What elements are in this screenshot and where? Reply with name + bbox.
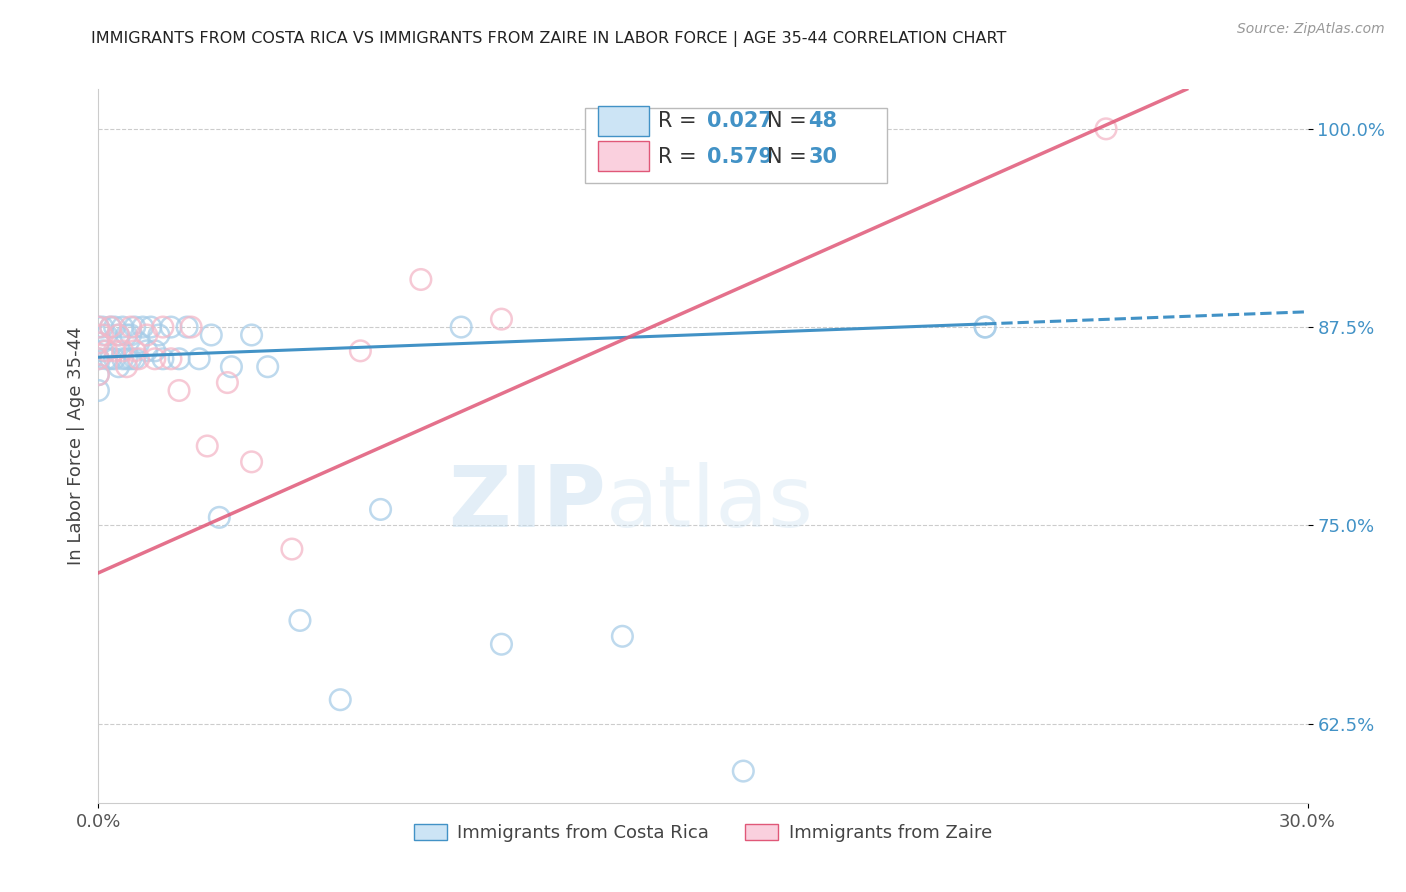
Point (217, 376, 239, 390)
Point (107, 328, 129, 343)
Legend: Immigrants from Costa Rica, Immigrants from Zaire: Immigrants from Costa Rica, Immigrants f… (405, 814, 1001, 851)
Point (120, 328, 142, 343)
Point (96, 343, 118, 358)
Text: N =: N = (768, 112, 814, 131)
Point (135, 343, 157, 358)
Text: 30: 30 (808, 147, 837, 167)
Text: atlas: atlas (606, 461, 814, 545)
Point (120, 320, 142, 334)
Point (240, 455, 263, 469)
Point (160, 320, 183, 334)
Point (1095, 121, 1118, 136)
Point (612, 629, 634, 643)
Point (124, 343, 146, 358)
FancyBboxPatch shape (598, 141, 648, 171)
Point (152, 351, 174, 366)
Point (188, 351, 211, 366)
Point (111, 320, 134, 334)
Text: 0.027: 0.027 (707, 112, 772, 131)
FancyBboxPatch shape (585, 109, 887, 184)
Point (87, 368, 110, 382)
Point (974, 320, 997, 334)
Point (115, 328, 138, 343)
Point (107, 359, 129, 374)
Point (103, 351, 125, 366)
Point (103, 320, 125, 334)
Point (100, 320, 122, 334)
Point (195, 439, 218, 453)
Point (288, 614, 311, 628)
Point (87, 335, 110, 350)
Point (124, 351, 146, 366)
Text: ZIP: ZIP (449, 461, 606, 545)
Point (491, 312, 513, 326)
Text: N =: N = (768, 147, 814, 167)
Point (200, 328, 222, 343)
Point (160, 351, 183, 366)
Point (281, 542, 304, 557)
Point (208, 510, 231, 524)
Point (176, 320, 198, 334)
Point (240, 328, 263, 343)
Point (167, 351, 190, 366)
Point (143, 343, 166, 358)
Text: Source: ZipAtlas.com: Source: ZipAtlas.com (1237, 22, 1385, 37)
Point (450, 320, 472, 334)
Point (87, 335, 110, 350)
Point (128, 351, 150, 366)
Point (152, 320, 174, 334)
Point (103, 343, 125, 358)
Point (221, 359, 243, 374)
Point (115, 359, 138, 374)
Point (132, 320, 155, 334)
Point (329, 692, 352, 706)
Point (91, 343, 114, 358)
Point (370, 502, 392, 516)
Point (128, 335, 150, 350)
Point (91, 320, 114, 334)
Point (135, 328, 157, 343)
Text: 0.579: 0.579 (707, 147, 773, 167)
Point (115, 351, 138, 366)
Point (143, 351, 166, 366)
Point (111, 343, 134, 358)
Point (409, 272, 432, 286)
Point (87, 368, 110, 382)
Text: IMMIGRANTS FROM COSTA RICA VS IMMIGRANTS FROM ZAIRE IN LABOR FORCE | AGE 35-44 C: IMMIGRANTS FROM COSTA RICA VS IMMIGRANTS… (91, 31, 1007, 47)
Point (96, 328, 118, 343)
Point (733, 764, 755, 778)
Point (120, 351, 142, 366)
Point (87, 320, 110, 334)
Point (111, 351, 134, 366)
Point (87, 384, 110, 398)
Point (256, 359, 278, 374)
Point (100, 320, 122, 334)
Point (139, 320, 162, 334)
Point (180, 320, 202, 334)
Point (107, 328, 129, 343)
Point (974, 320, 997, 334)
Point (349, 343, 371, 358)
Point (87, 351, 110, 366)
Point (96, 351, 118, 366)
Text: R =: R = (658, 147, 703, 167)
Point (148, 328, 170, 343)
Point (91, 328, 114, 343)
Point (87, 351, 110, 366)
Text: R =: R = (658, 112, 703, 131)
Point (491, 637, 513, 651)
Text: 48: 48 (808, 112, 837, 131)
Y-axis label: In Labor Force | Age 35-44: In Labor Force | Age 35-44 (66, 326, 84, 566)
FancyBboxPatch shape (598, 105, 648, 136)
Point (87, 320, 110, 334)
Point (100, 351, 122, 366)
Point (167, 384, 190, 398)
Point (124, 320, 146, 334)
